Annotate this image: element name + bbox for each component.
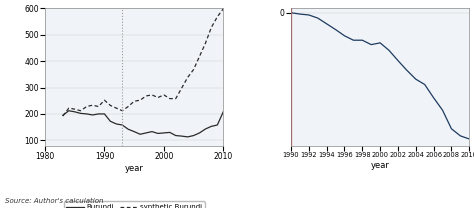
X-axis label: year: year [371,161,390,170]
Text: Source: Author's calculation: Source: Author's calculation [5,198,103,204]
X-axis label: year: year [125,164,144,173]
Legend: Burundi, synthetic Burundi: Burundi, synthetic Burundi [64,201,205,208]
